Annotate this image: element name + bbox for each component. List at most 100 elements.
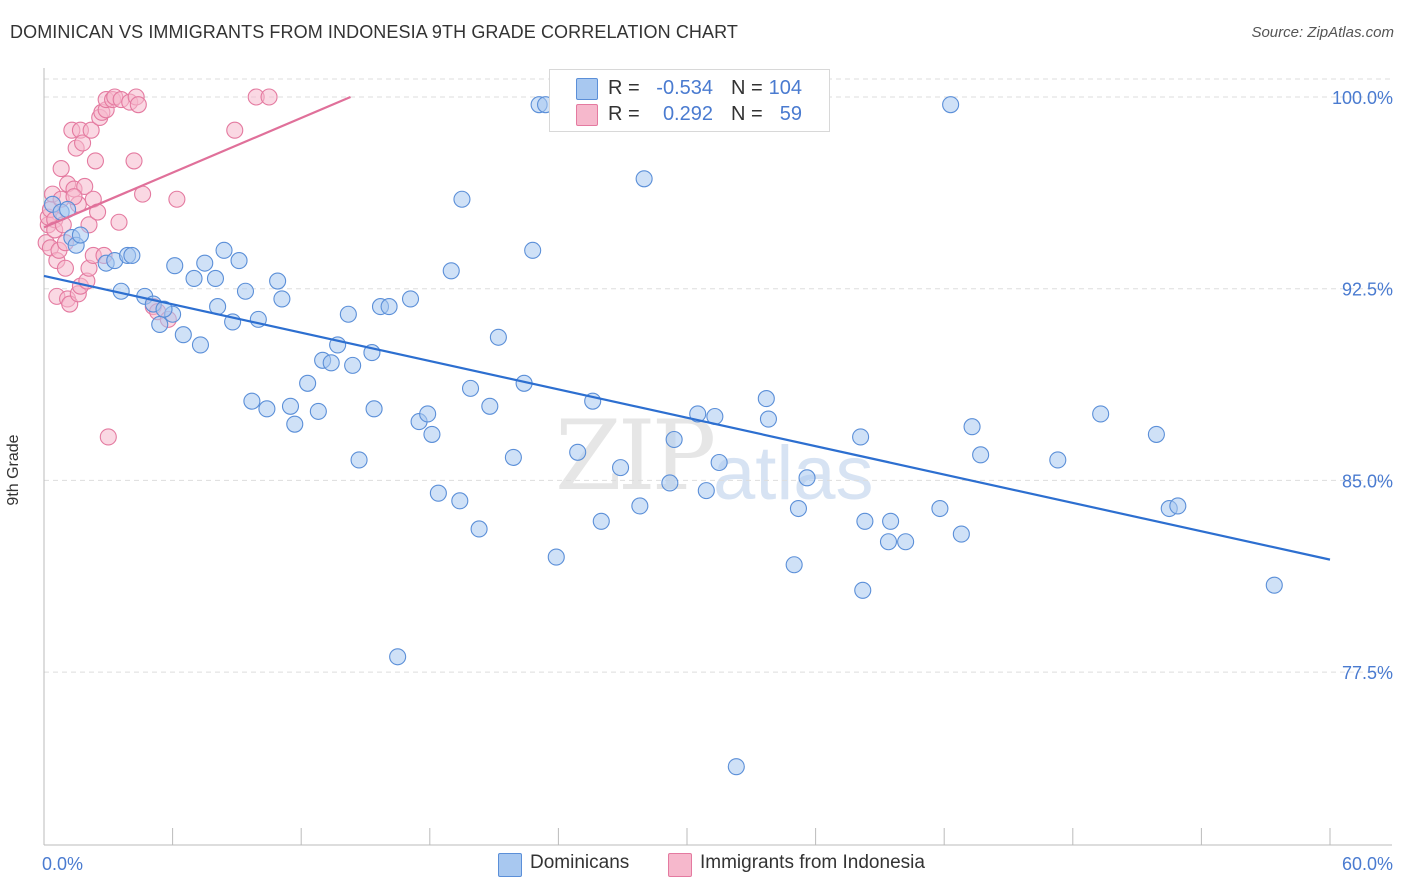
indonesia-point bbox=[86, 152, 104, 170]
dominican-point bbox=[191, 336, 210, 354]
dominican-point bbox=[322, 354, 340, 372]
dominican-point bbox=[166, 257, 184, 275]
dominican-point bbox=[423, 425, 441, 443]
dominican-point bbox=[481, 397, 499, 415]
indonesia-point bbox=[168, 190, 186, 208]
dominican-point bbox=[236, 282, 255, 300]
dominican-point bbox=[299, 374, 317, 392]
dominican-point bbox=[451, 492, 469, 510]
dominican-point bbox=[710, 453, 728, 472]
dominican-point bbox=[665, 430, 683, 449]
series-dominicans-points bbox=[44, 91, 1283, 776]
dominican-point bbox=[524, 241, 542, 259]
y-tick-label: 100.0% bbox=[1332, 88, 1393, 108]
dominican-point bbox=[504, 448, 522, 466]
dominican-point bbox=[854, 581, 872, 599]
dominican-point bbox=[931, 499, 949, 518]
dominican-point bbox=[389, 648, 407, 666]
legend-r-label: R = bbox=[608, 77, 640, 99]
legend-label-dominicans: Dominicans bbox=[530, 852, 630, 873]
legend-row-dominicans: R = -0.534 N = 104 bbox=[550, 75, 829, 101]
dominican-point bbox=[757, 390, 775, 408]
legend-n-value: 59 bbox=[779, 103, 802, 125]
dominican-point bbox=[547, 548, 565, 566]
indonesia-point bbox=[226, 121, 244, 139]
dominican-point bbox=[429, 484, 447, 502]
dominican-point bbox=[697, 482, 715, 500]
dominican-point bbox=[206, 269, 225, 288]
dominican-point bbox=[350, 451, 368, 469]
dominican-point bbox=[461, 379, 480, 397]
dominican-point bbox=[269, 272, 287, 290]
grid-lines bbox=[44, 78, 1392, 673]
legend-n-label: N = bbox=[731, 103, 763, 125]
chart-title: DOMINICAN VS IMMIGRANTS FROM INDONESIA 9… bbox=[10, 22, 738, 42]
indonesia-trend-line bbox=[43, 95, 351, 229]
dominican-point bbox=[856, 512, 874, 530]
dominican-point bbox=[661, 474, 679, 492]
dominican-point bbox=[155, 300, 173, 318]
dominican-point bbox=[789, 499, 808, 518]
dominican-point bbox=[273, 290, 291, 308]
indonesia-point bbox=[52, 160, 70, 178]
series-legend: Dominicans Immigrants from Indonesia bbox=[0, 852, 1406, 878]
dominican-point bbox=[123, 246, 141, 265]
indonesia-point bbox=[56, 259, 74, 277]
y-tick-label: 85.0% bbox=[1342, 471, 1393, 491]
dominican-point bbox=[1265, 576, 1283, 594]
indonesia-point bbox=[125, 152, 143, 170]
indonesia-point bbox=[76, 177, 94, 196]
tick-labels: 77.5% 85.0% 92.5% 100.0% 0.0% 60.0% bbox=[42, 88, 1393, 874]
legend-swatch-pink bbox=[576, 104, 598, 126]
dominican-point bbox=[952, 525, 970, 543]
indonesia-point bbox=[99, 428, 117, 446]
dominican-point bbox=[963, 418, 981, 436]
legend-label-indonesia: Immigrants from Indonesia bbox=[700, 852, 925, 873]
dominican-point bbox=[882, 512, 900, 530]
indonesia-point bbox=[74, 134, 92, 152]
x-tick-label-min: 0.0% bbox=[42, 854, 83, 874]
dominican-point bbox=[897, 533, 915, 551]
legend-n-label: N = bbox=[731, 77, 763, 99]
dominican-point bbox=[71, 226, 89, 244]
legend-swatch-dominicans bbox=[498, 853, 522, 877]
indonesia-point bbox=[260, 88, 278, 106]
dominican-point bbox=[185, 269, 203, 288]
indonesia-point bbox=[110, 213, 128, 231]
dominican-point bbox=[151, 315, 169, 334]
dominican-point bbox=[612, 459, 630, 477]
legend-r-label: R = bbox=[608, 103, 640, 125]
dominican-point bbox=[281, 397, 300, 415]
indonesia-point bbox=[129, 96, 147, 114]
dominican-point bbox=[258, 400, 276, 418]
dominican-point bbox=[631, 497, 649, 515]
dominican-point bbox=[174, 326, 192, 344]
dominican-point bbox=[230, 252, 248, 270]
dominican-point bbox=[592, 512, 610, 530]
dominican-point bbox=[785, 556, 803, 574]
dominican-point bbox=[470, 520, 488, 538]
legend-swatch-indonesia bbox=[668, 853, 692, 877]
dominican-point bbox=[401, 290, 420, 308]
dominican-point bbox=[365, 400, 383, 418]
legend-r-value: 0.292 bbox=[662, 103, 713, 125]
dominican-point bbox=[419, 405, 437, 423]
dominican-point bbox=[309, 402, 327, 420]
source-label: Source: ZipAtlas.com bbox=[1251, 24, 1394, 41]
dominican-point bbox=[798, 469, 816, 487]
dominican-point bbox=[1049, 451, 1067, 469]
dominican-point bbox=[344, 356, 362, 374]
dominican-point bbox=[215, 241, 233, 259]
dominican-point bbox=[689, 405, 707, 423]
dominican-point bbox=[243, 392, 261, 410]
dominican-point bbox=[1169, 497, 1187, 515]
y-tick-label: 77.5% bbox=[1342, 663, 1393, 683]
dominican-point bbox=[759, 410, 777, 428]
y-tick-label: 92.5% bbox=[1342, 280, 1393, 300]
dominican-point bbox=[489, 328, 507, 346]
legend-row-indonesia: R = 0.292 N = 59 bbox=[550, 101, 829, 127]
axes bbox=[43, 68, 1392, 846]
dominican-point bbox=[1147, 425, 1165, 443]
x-tick-label-max: 60.0% bbox=[1342, 854, 1393, 874]
